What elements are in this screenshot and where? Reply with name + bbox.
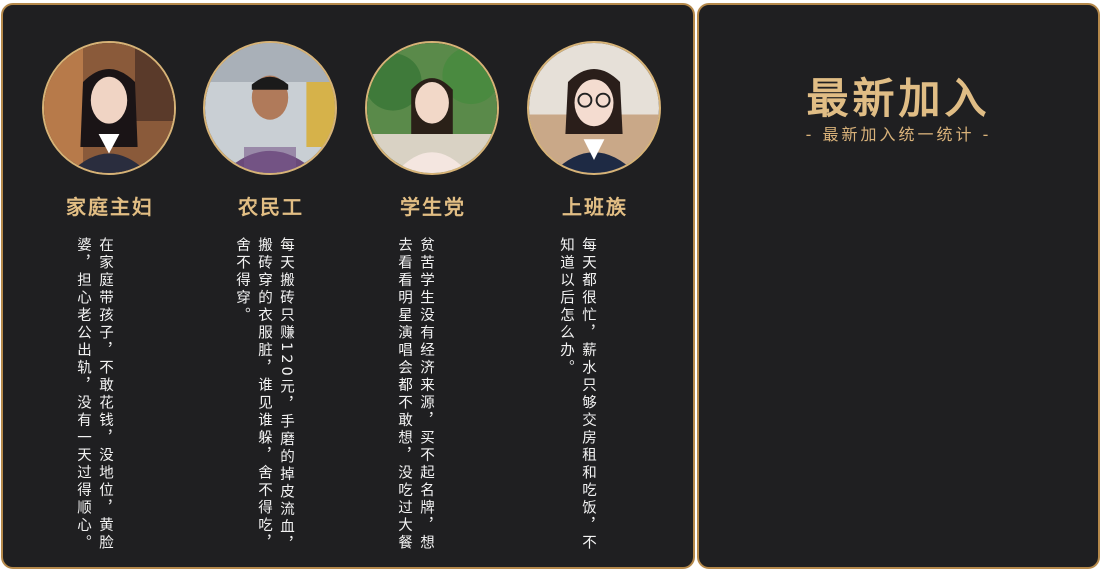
persona-role: 上班族 xyxy=(562,195,628,219)
persona-description: 在家庭带孩子，不敢花钱，没地位，黄脸婆，担心老公出轨，没有一天过得顺心。 xyxy=(75,237,113,552)
persona-card-migrant-worker: 农民工 每天搬砖只赚120元，手磨的掉皮流血，搬砖穿的衣服脏，谁见谁躲，舍不得吃… xyxy=(191,5,351,565)
avatar-housewife xyxy=(42,41,176,175)
persona-description: 每天都很忙，薪水只够交房租和吃饭，不知道以后怎么办。 xyxy=(558,237,596,552)
avatar-office-worker xyxy=(527,41,661,175)
new-join-panel: 最新加入 - 最新加入统一统计 - xyxy=(697,3,1100,569)
persona-card-housewife: 家庭主妇 在家庭带孩子，不敢花钱，没地位，黄脸婆，担心老公出轨，没有一天过得顺心… xyxy=(30,5,190,565)
personas-panel: 家庭主妇 在家庭带孩子，不敢花钱，没地位，黄脸婆，担心老公出轨，没有一天过得顺心… xyxy=(1,3,695,569)
persona-role: 学生党 xyxy=(400,195,466,219)
persona-description: 贫苦学生没有经济来源，买不起名牌，想去看看明星演唱会都不敢想，没吃过大餐 xyxy=(396,237,434,552)
avatar-migrant-worker xyxy=(203,41,337,175)
avatar-student xyxy=(365,41,499,175)
persona-card-office-worker: 上班族 每天都很忙，薪水只够交房租和吃饭，不知道以后怎么办。 xyxy=(515,5,675,565)
persona-card-student: 学生党 贫苦学生没有经济来源，买不起名牌，想去看看明星演唱会都不敢想，没吃过大餐 xyxy=(353,5,513,565)
persona-role: 农民工 xyxy=(238,195,304,219)
new-join-title: 最新加入 xyxy=(806,74,991,123)
persona-description: 每天搬砖只赚120元，手磨的掉皮流血，搬砖穿的衣服脏，谁见谁躲，舍不得吃，舍不得… xyxy=(234,237,294,554)
new-join-subtitle: - 最新加入统一统计 - xyxy=(805,125,992,144)
persona-role: 家庭主妇 xyxy=(66,195,154,219)
